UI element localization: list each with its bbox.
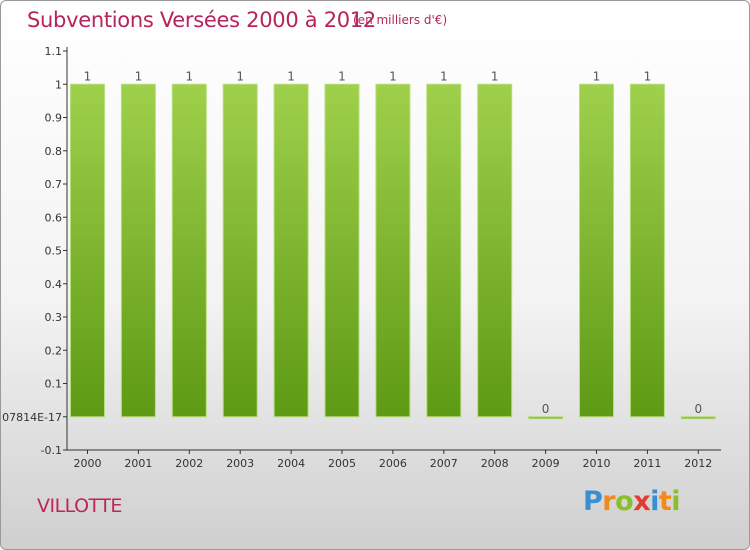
bar-value-label: 1 (135, 69, 143, 83)
bar (477, 83, 513, 418)
bar (528, 416, 564, 420)
commune-name: VILLOTTE (37, 495, 122, 517)
y-tick-label: -0.1 (41, 444, 62, 457)
bar-value-label: 1 (593, 69, 601, 83)
y-tick-label: 0.5 (45, 245, 63, 258)
bar (171, 83, 207, 418)
bar-value-label: 0 (694, 402, 702, 416)
bar (120, 83, 156, 418)
bar (375, 83, 411, 418)
y-tick-label: 0.9 (45, 112, 63, 125)
bar (324, 83, 360, 418)
bar-value-label: 0 (542, 402, 550, 416)
logo-letter: i (671, 486, 681, 517)
y-tick-label: 1.1 (45, 45, 63, 58)
bar (426, 83, 462, 418)
bar (222, 83, 258, 418)
y-tick-label: 1.3877787807814E-17 (1, 411, 62, 424)
proxiti-logo[interactable]: Proxiti (583, 486, 681, 517)
chart-title: Subventions Versées 2000 à 2012 (27, 8, 376, 32)
bar (629, 83, 665, 418)
chart-unit-note: (en milliers d'€) (353, 13, 448, 27)
x-tick-label: 2010 (583, 457, 611, 470)
bar-value-label: 1 (440, 69, 448, 83)
y-tick-label: 0.2 (45, 344, 63, 357)
logo-letter: x (633, 486, 651, 517)
y-tick-label: 0.1 (45, 378, 63, 391)
bar (70, 83, 105, 418)
x-tick-label: 2009 (532, 457, 560, 470)
logo-letter: i (650, 486, 659, 517)
x-tick-label: 2006 (379, 457, 407, 470)
y-tick-label: 0.4 (45, 278, 63, 291)
y-tick-label: 0.8 (45, 145, 63, 158)
x-tick-label: 2008 (481, 457, 509, 470)
x-tick-label: 2005 (328, 457, 356, 470)
y-tick-label: 0.7 (45, 178, 63, 191)
y-tick-label: 0.3 (45, 311, 63, 324)
x-tick-label: 2000 (74, 457, 102, 470)
y-tick-label: 0.6 (45, 211, 63, 224)
logo-letter: o (615, 486, 634, 517)
x-tick-label: 2011 (633, 457, 661, 470)
logo-letter: P (583, 486, 603, 517)
x-tick-label: 2001 (124, 457, 152, 470)
y-tick-label: 1 (55, 78, 62, 91)
x-tick-label: 2007 (430, 457, 458, 470)
bar-value-label: 1 (338, 69, 346, 83)
bar (579, 83, 614, 418)
x-tick-label: 2004 (277, 457, 305, 470)
bar (273, 83, 309, 418)
logo-letter: r (602, 486, 616, 517)
logo-letter: t (658, 486, 672, 517)
x-tick-label: 2003 (226, 457, 254, 470)
bar-value-label: 1 (389, 69, 397, 83)
x-tick-label: 2012 (684, 457, 712, 470)
bar-value-label: 1 (84, 69, 92, 83)
bar-value-label: 1 (644, 69, 652, 83)
bar-value-label: 1 (185, 69, 193, 83)
bar-value-label: 1 (287, 69, 295, 83)
bar (680, 416, 716, 420)
bar-value-label: 1 (491, 69, 499, 83)
bar-value-label: 1 (236, 69, 244, 83)
x-tick-label: 2002 (175, 457, 203, 470)
